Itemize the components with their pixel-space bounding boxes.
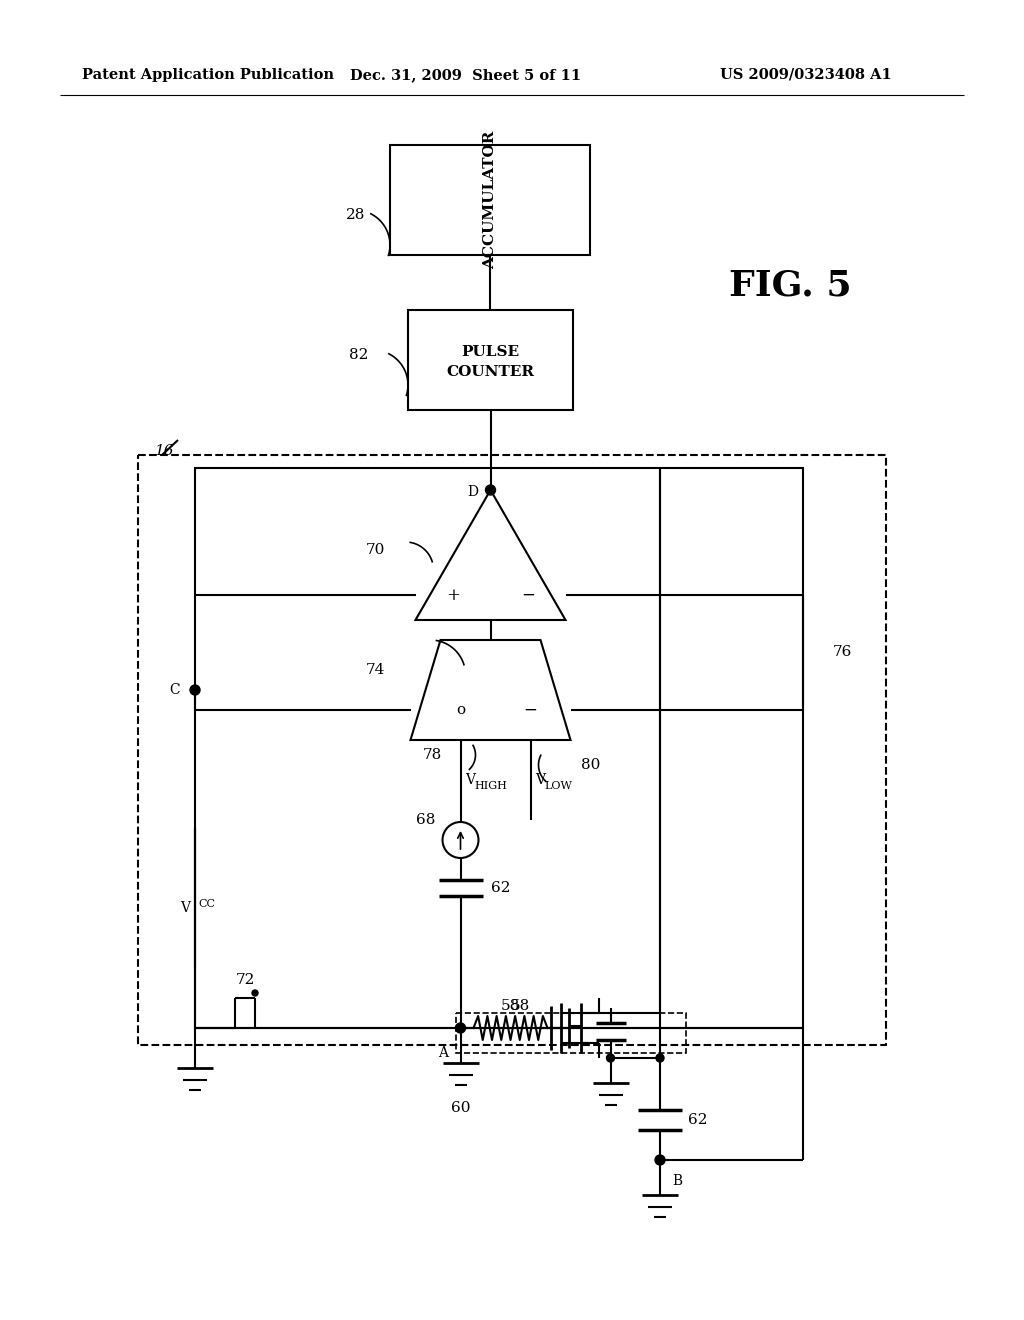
Text: −: − [521,586,535,603]
Text: V: V [466,774,475,787]
Bar [456,1012,685,1053]
Bar [390,145,590,255]
Text: Dec. 31, 2009  Sheet 5 of 11: Dec. 31, 2009 Sheet 5 of 11 [350,69,582,82]
Text: Patent Application Publication: Patent Application Publication [82,69,334,82]
Text: 28: 28 [346,209,365,222]
Text: US 2009/0323408 A1: US 2009/0323408 A1 [720,69,892,82]
Circle shape [190,685,200,696]
Bar [138,455,886,1045]
Bar [408,310,573,411]
Text: LOW: LOW [545,781,572,791]
Text: 60: 60 [451,1101,470,1115]
Text: 70: 70 [367,543,385,557]
Circle shape [456,1023,466,1034]
Bar [195,469,803,1028]
Text: FIG. 5: FIG. 5 [729,268,851,302]
Text: 80: 80 [581,758,600,772]
Text: 62: 62 [688,1113,708,1127]
Text: A: A [438,1045,449,1060]
Text: 78: 78 [423,748,442,762]
Text: D: D [468,484,478,499]
Text: C: C [169,682,180,697]
Circle shape [656,1053,664,1063]
Text: 16: 16 [155,444,174,458]
Text: 58: 58 [511,999,530,1012]
Text: HIGH: HIGH [474,781,507,791]
Text: o: o [456,704,465,717]
Text: COUNTER: COUNTER [446,366,535,379]
Text: V: V [536,774,546,787]
Circle shape [252,990,258,997]
Text: PULSE: PULSE [462,345,519,359]
Text: 58: 58 [501,999,520,1012]
Text: V: V [180,902,190,915]
Circle shape [655,1155,665,1166]
Text: −: − [523,701,538,718]
Text: CC: CC [198,899,215,909]
Text: 62: 62 [490,880,510,895]
Text: 76: 76 [833,645,852,660]
Text: B: B [672,1173,682,1188]
Text: 72: 72 [236,973,255,987]
Text: 82: 82 [348,348,368,362]
Text: ACCUMULATOR: ACCUMULATOR [483,131,497,269]
Text: 74: 74 [367,663,385,677]
Text: 68: 68 [416,813,435,828]
Text: +: + [446,586,460,603]
Circle shape [606,1053,614,1063]
Circle shape [485,484,496,495]
